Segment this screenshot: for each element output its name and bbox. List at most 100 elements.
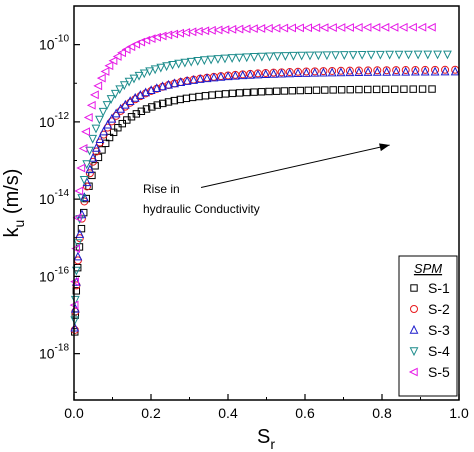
data-point bbox=[328, 66, 337, 75]
data-point bbox=[443, 50, 452, 60]
data-point bbox=[265, 87, 273, 96]
annotation-arrow bbox=[200, 144, 390, 189]
data-point bbox=[72, 287, 81, 295]
data-point bbox=[305, 51, 315, 61]
y-tick-label: 10-14 bbox=[39, 188, 69, 207]
data-point bbox=[354, 66, 363, 75]
x-tick-label: 0.2 bbox=[141, 405, 161, 421]
data-point bbox=[409, 85, 417, 93]
data-point bbox=[70, 325, 79, 334]
data-point bbox=[152, 83, 162, 93]
data-point bbox=[339, 51, 349, 60]
data-point bbox=[394, 50, 404, 60]
data-point bbox=[428, 85, 436, 93]
legend-item: S-2 bbox=[410, 301, 450, 317]
data-point bbox=[80, 197, 89, 206]
data-point bbox=[310, 67, 320, 77]
data-point bbox=[265, 52, 274, 62]
y-tick-label: 10-10 bbox=[39, 34, 69, 53]
data-point bbox=[88, 152, 98, 162]
data-point bbox=[76, 163, 86, 173]
data-point bbox=[372, 66, 382, 76]
data-point bbox=[408, 22, 417, 32]
data-point bbox=[277, 68, 287, 78]
data-point bbox=[112, 52, 122, 61]
data-point bbox=[380, 22, 390, 32]
data-marks bbox=[69, 22, 460, 336]
data-point bbox=[389, 22, 399, 32]
data-point bbox=[420, 66, 430, 76]
legend-label: S-5 bbox=[428, 364, 450, 380]
data-point bbox=[73, 239, 83, 249]
data-point bbox=[234, 24, 244, 34]
data-point bbox=[108, 56, 118, 66]
data-point bbox=[71, 328, 79, 336]
legend-title: SPM bbox=[414, 261, 442, 276]
data-point bbox=[195, 74, 205, 83]
legend-marker bbox=[410, 305, 418, 313]
data-point bbox=[450, 66, 460, 76]
data-point bbox=[345, 67, 355, 77]
legend-label: S-2 bbox=[428, 301, 450, 317]
data-point bbox=[195, 92, 203, 101]
data-point bbox=[86, 100, 96, 110]
series-s-4 bbox=[70, 50, 452, 326]
data-point bbox=[357, 50, 367, 60]
data-point bbox=[182, 94, 191, 103]
data-point bbox=[96, 73, 106, 83]
data-point bbox=[162, 62, 172, 72]
data-point bbox=[136, 37, 146, 47]
y-axis: 10-18 10-16 10-14 10-12 10-10 bbox=[39, 5, 80, 393]
data-point bbox=[215, 90, 223, 99]
y-axis-title: ku (m/s) bbox=[1, 169, 27, 238]
data-point bbox=[400, 85, 408, 93]
data-point bbox=[413, 50, 423, 60]
data-point bbox=[72, 213, 82, 223]
legend-label: S-4 bbox=[428, 343, 450, 359]
data-point bbox=[126, 42, 136, 52]
data-point bbox=[382, 66, 391, 75]
data-point bbox=[116, 103, 126, 113]
data-point bbox=[329, 86, 337, 94]
data-point bbox=[297, 51, 307, 61]
data-point bbox=[364, 85, 372, 94]
data-point bbox=[121, 45, 131, 54]
data-point bbox=[77, 214, 86, 223]
data-point bbox=[235, 89, 244, 97]
data-point bbox=[401, 66, 411, 76]
data-point bbox=[245, 69, 255, 79]
data-point bbox=[117, 48, 126, 58]
annotation-arrowhead bbox=[379, 143, 390, 152]
data-point bbox=[93, 81, 103, 91]
data-point bbox=[99, 126, 109, 136]
legend-marker bbox=[408, 367, 418, 377]
data-point bbox=[336, 23, 346, 32]
data-point bbox=[249, 53, 259, 62]
data-point bbox=[257, 52, 267, 62]
data-point bbox=[216, 71, 226, 81]
legend-marker bbox=[409, 324, 419, 334]
data-point bbox=[110, 89, 120, 99]
data-point bbox=[248, 24, 258, 34]
data-point bbox=[280, 52, 290, 61]
data-point bbox=[241, 24, 251, 34]
x-axis-title: Sr bbox=[257, 426, 275, 452]
data-point bbox=[132, 110, 141, 118]
data-point bbox=[114, 124, 122, 132]
data-point bbox=[91, 142, 101, 152]
data-point bbox=[288, 87, 296, 95]
data-point bbox=[70, 277, 79, 287]
data-point bbox=[328, 23, 337, 32]
data-point bbox=[223, 71, 233, 81]
data-point bbox=[280, 87, 289, 95]
data-point bbox=[423, 50, 433, 60]
data-point bbox=[182, 76, 192, 85]
data-point bbox=[220, 54, 230, 64]
legend-item: S-1 bbox=[410, 280, 450, 296]
series-s-5 bbox=[69, 22, 436, 310]
data-point bbox=[271, 23, 281, 33]
data-point bbox=[111, 108, 121, 118]
legend-box bbox=[398, 255, 458, 397]
data-point bbox=[257, 88, 266, 96]
data-point bbox=[124, 77, 134, 87]
